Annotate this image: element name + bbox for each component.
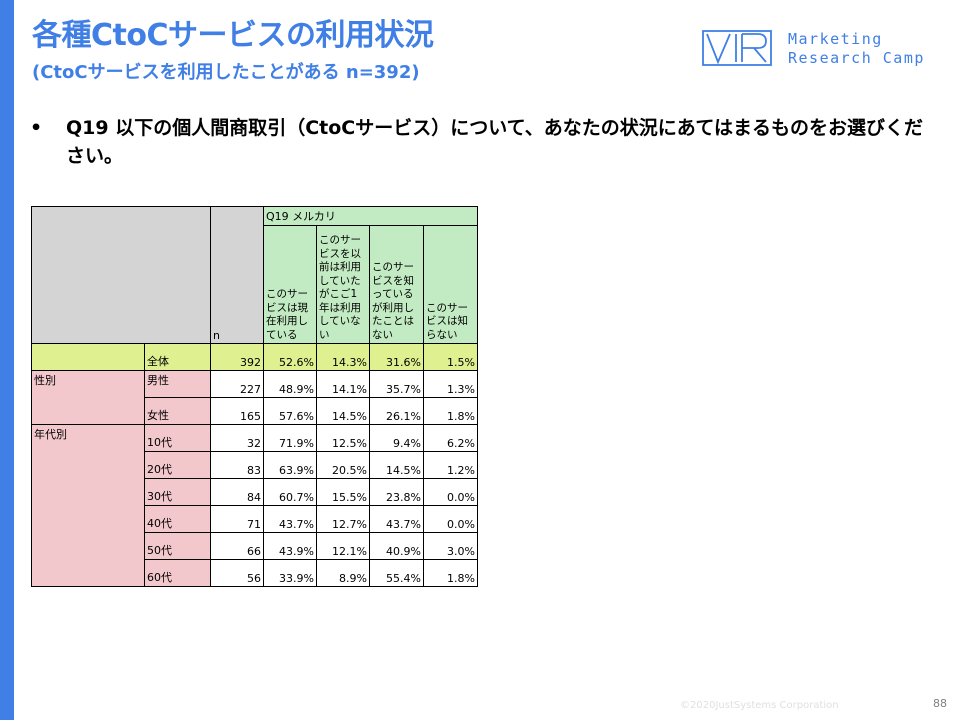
brand-logo: Marketing Research Camp: [702, 30, 952, 70]
n-value: 165: [210, 397, 264, 425]
table-row: 60代 56 33.9% 8.9% 55.4% 1.8%: [32, 559, 478, 587]
pct-value: 3.0%: [423, 532, 478, 560]
pct-value: 12.5%: [316, 424, 370, 452]
pct-value: 8.9%: [316, 559, 370, 587]
bullet-icon: •: [30, 117, 43, 139]
n-value: 32: [210, 424, 264, 452]
table-row: 30代 84 60.7% 15.5% 23.8% 0.0%: [32, 478, 478, 506]
pct-value: 63.9%: [263, 451, 317, 479]
pct-value: 9.4%: [369, 424, 424, 452]
pct-value: 48.9%: [263, 370, 317, 398]
row-label: 全体: [144, 343, 211, 371]
pct-value: 31.6%: [369, 343, 424, 371]
logo-line-1: Marketing: [788, 30, 883, 48]
table-header-row: n Q19 メルカリ: [31, 206, 478, 344]
table-row: 女性 165 57.6% 14.5% 26.1% 1.8%: [32, 397, 478, 425]
option-header: このサービスを知っているが利用したことはない: [369, 225, 424, 344]
pct-value: 40.9%: [369, 532, 424, 560]
row-label: 50代: [144, 532, 211, 560]
pct-value: 14.5%: [316, 397, 370, 425]
total-row: 全体 392 52.6% 14.3% 31.6% 1.5%: [31, 343, 478, 371]
pct-value: 60.7%: [263, 478, 317, 506]
n-value: 84: [210, 478, 264, 506]
row-label: 30代: [144, 478, 211, 506]
pct-value: 6.2%: [423, 424, 478, 452]
option-header: このサービスは現在利用している: [263, 225, 317, 344]
option-header: このサービスを以前は利用していたがこご1年は利用していない: [316, 225, 370, 344]
question-text: Q19 以下の個人間商取引（CtoCサービス）について、あなたの状況にあてはまる…: [66, 117, 923, 167]
pct-value: 43.9%: [263, 532, 317, 560]
page-subtitle: (CtoCサービスを利用したことがある n=392): [32, 62, 420, 83]
question-header: Q19 メルカリ: [263, 206, 478, 226]
n-value: 66: [210, 532, 264, 560]
n-value: 392: [210, 343, 264, 371]
pct-value: 23.8%: [369, 478, 424, 506]
page-title: 各種CtoCサービスの利用状況: [32, 18, 434, 53]
pct-value: 12.7%: [316, 505, 370, 533]
page-number: 88: [933, 697, 947, 710]
copyright-text: ©2020JustSystems Corporation: [680, 700, 839, 711]
pct-value: 1.2%: [423, 451, 478, 479]
option-header: このサービスは知らない: [423, 225, 478, 344]
pct-value: 1.8%: [423, 559, 478, 587]
row-label: 20代: [144, 451, 211, 479]
logo-line-2: Research Camp: [788, 49, 925, 67]
row-label: 10代: [144, 424, 211, 452]
pct-value: 57.6%: [263, 397, 317, 425]
question-block: • Q19 以下の個人間商取引（CtoCサービス）について、あなたの状況にあては…: [30, 114, 940, 170]
pct-value: 0.0%: [423, 505, 478, 533]
total-spacer: [31, 343, 145, 371]
pct-value: 15.5%: [316, 478, 370, 506]
pct-value: 20.5%: [316, 451, 370, 479]
table-row: 40代 71 43.7% 12.7% 43.7% 0.0%: [32, 505, 478, 533]
logo-wordmark: Marketing Research Camp: [788, 30, 925, 68]
results-table: n Q19 メルカリ このサービスは現在利用している このサービスを以前は利用し…: [31, 206, 478, 587]
pct-value: 43.7%: [263, 505, 317, 533]
row-label: 40代: [144, 505, 211, 533]
pct-value: 52.6%: [263, 343, 317, 371]
mrc-logo-icon: [702, 30, 772, 66]
pct-value: 43.7%: [369, 505, 424, 533]
row-label: 女性: [144, 397, 211, 425]
table-row: 50代 66 43.9% 12.1% 40.9% 3.0%: [32, 532, 478, 560]
table-row: 年代別 10代 32 71.9% 12.5% 9.4% 6.2%: [31, 424, 478, 587]
group-label: 性別: [31, 370, 145, 425]
table-row: 20代 83 63.9% 20.5% 14.5% 1.2%: [32, 451, 478, 479]
pct-value: 1.3%: [423, 370, 478, 398]
corner-cell: [31, 206, 211, 344]
row-label: 男性: [144, 370, 211, 398]
pct-value: 71.9%: [263, 424, 317, 452]
row-label: 60代: [144, 559, 211, 587]
pct-value: 0.0%: [423, 478, 478, 506]
pct-value: 12.1%: [316, 532, 370, 560]
accent-bar: [0, 0, 14, 720]
pct-value: 26.1%: [369, 397, 424, 425]
n-value: 83: [210, 451, 264, 479]
n-value: 227: [210, 370, 264, 398]
pct-value: 1.8%: [423, 397, 478, 425]
pct-value: 1.5%: [423, 343, 478, 371]
table-row: 性別 男性 227 48.9% 14.1% 35.7% 1.3%: [31, 370, 478, 425]
pct-value: 14.3%: [316, 343, 370, 371]
pct-value: 14.1%: [316, 370, 370, 398]
group-label: 年代別: [31, 424, 145, 587]
options-header-row: このサービスは現在利用している このサービスを以前は利用していたがこご1年は利用…: [32, 225, 478, 344]
n-value: 56: [210, 559, 264, 587]
n-header: n: [210, 206, 264, 344]
n-value: 71: [210, 505, 264, 533]
pct-value: 55.4%: [369, 559, 424, 587]
pct-value: 14.5%: [369, 451, 424, 479]
pct-value: 35.7%: [369, 370, 424, 398]
pct-value: 33.9%: [263, 559, 317, 587]
